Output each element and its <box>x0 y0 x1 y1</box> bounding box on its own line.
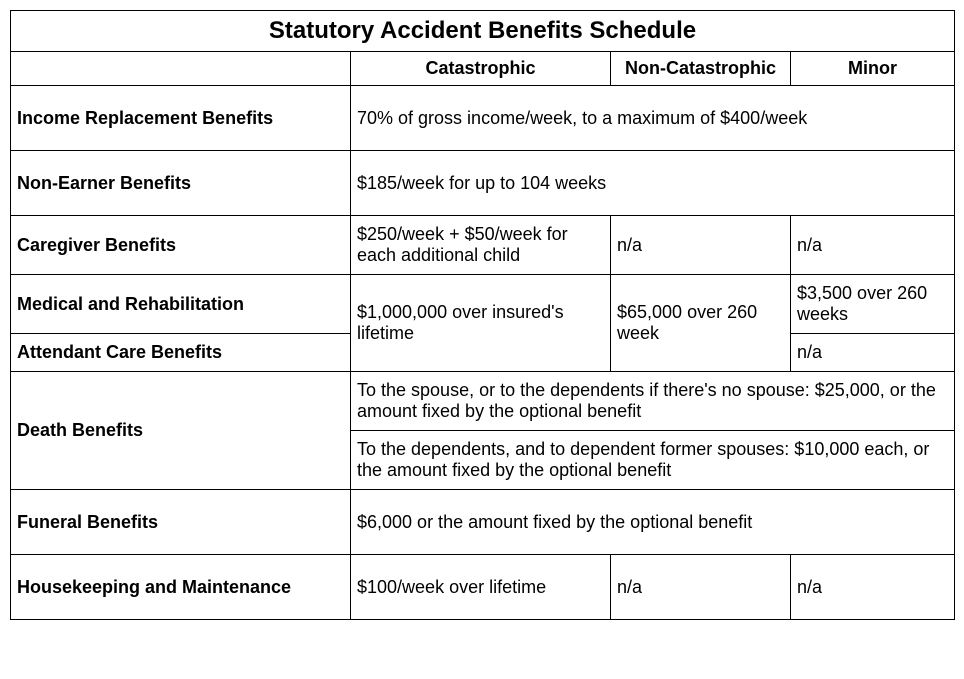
header-row: Catastrophic Non-Catastrophic Minor <box>11 52 955 86</box>
header-minor: Minor <box>791 52 955 86</box>
row-label: Attendant Care Benefits <box>11 334 351 372</box>
title-row: Statutory Accident Benefits Schedule <box>11 11 955 52</box>
cell-death-line2: To the dependents, and to dependent form… <box>351 431 955 490</box>
cell-non-catastrophic: n/a <box>611 555 791 620</box>
cell-value: $185/week for up to 104 weeks <box>351 151 955 216</box>
cell-value: $6,000 or the amount fixed by the option… <box>351 490 955 555</box>
row-income-replacement: Income Replacement Benefits 70% of gross… <box>11 86 955 151</box>
row-label: Funeral Benefits <box>11 490 351 555</box>
cell-value: 70% of gross income/week, to a maximum o… <box>351 86 955 151</box>
cell-non-catastrophic: n/a <box>611 216 791 275</box>
row-label: Non-Earner Benefits <box>11 151 351 216</box>
header-non-catastrophic: Non-Catastrophic <box>611 52 791 86</box>
row-non-earner: Non-Earner Benefits $185/week for up to … <box>11 151 955 216</box>
cell-minor: n/a <box>791 555 955 620</box>
cell-death-line1: To the spouse, or to the dependents if t… <box>351 372 955 431</box>
table-title: Statutory Accident Benefits Schedule <box>11 11 955 52</box>
header-catastrophic: Catastrophic <box>351 52 611 86</box>
row-caregiver: Caregiver Benefits $250/week + $50/week … <box>11 216 955 275</box>
row-label: Income Replacement Benefits <box>11 86 351 151</box>
cell-catastrophic: $250/week + $50/week for each additional… <box>351 216 611 275</box>
cell-catastrophic-combined: $1,000,000 over insured's lifetime <box>351 275 611 372</box>
cell-non-catastrophic-combined: $65,000 over 260 week <box>611 275 791 372</box>
row-label: Housekeeping and Maintenance <box>11 555 351 620</box>
row-label: Death Benefits <box>11 372 351 490</box>
row-death-1: Death Benefits To the spouse, or to the … <box>11 372 955 431</box>
row-housekeeping: Housekeeping and Maintenance $100/week o… <box>11 555 955 620</box>
cell-minor: n/a <box>791 216 955 275</box>
cell-minor: n/a <box>791 334 955 372</box>
benefits-schedule-table: Statutory Accident Benefits Schedule Cat… <box>10 10 955 620</box>
row-medical-rehab: Medical and Rehabilitation $1,000,000 ov… <box>11 275 955 334</box>
header-blank <box>11 52 351 86</box>
cell-minor: $3,500 over 260 weeks <box>791 275 955 334</box>
cell-catastrophic: $100/week over lifetime <box>351 555 611 620</box>
row-funeral: Funeral Benefits $6,000 or the amount fi… <box>11 490 955 555</box>
row-label: Caregiver Benefits <box>11 216 351 275</box>
row-label: Medical and Rehabilitation <box>11 275 351 334</box>
